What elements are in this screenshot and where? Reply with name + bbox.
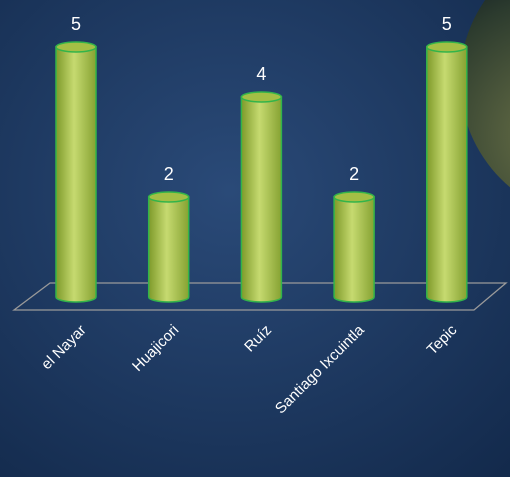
bar-top: [56, 42, 96, 52]
value-label: 4: [256, 64, 266, 84]
bar: [427, 42, 467, 302]
bar-top: [334, 192, 374, 202]
bar-body: [241, 97, 281, 302]
bar: [241, 92, 281, 302]
value-label: 2: [349, 164, 359, 184]
value-label: 5: [442, 14, 452, 34]
bar-body: [427, 47, 467, 302]
bar: [334, 192, 374, 302]
bar: [149, 192, 189, 302]
chart: 5el Nayar2Huajicori4Ruíz2Santiago Ixcuin…: [0, 0, 510, 477]
bar-top: [149, 192, 189, 202]
value-label: 2: [164, 164, 174, 184]
page: 5el Nayar2Huajicori4Ruíz2Santiago Ixcuin…: [0, 0, 510, 477]
value-label: 5: [71, 14, 81, 34]
bar-body: [149, 197, 189, 302]
bar: [56, 42, 96, 302]
bar-top: [241, 92, 281, 102]
bar-top: [427, 42, 467, 52]
bar-body: [56, 47, 96, 302]
bar-body: [334, 197, 374, 302]
